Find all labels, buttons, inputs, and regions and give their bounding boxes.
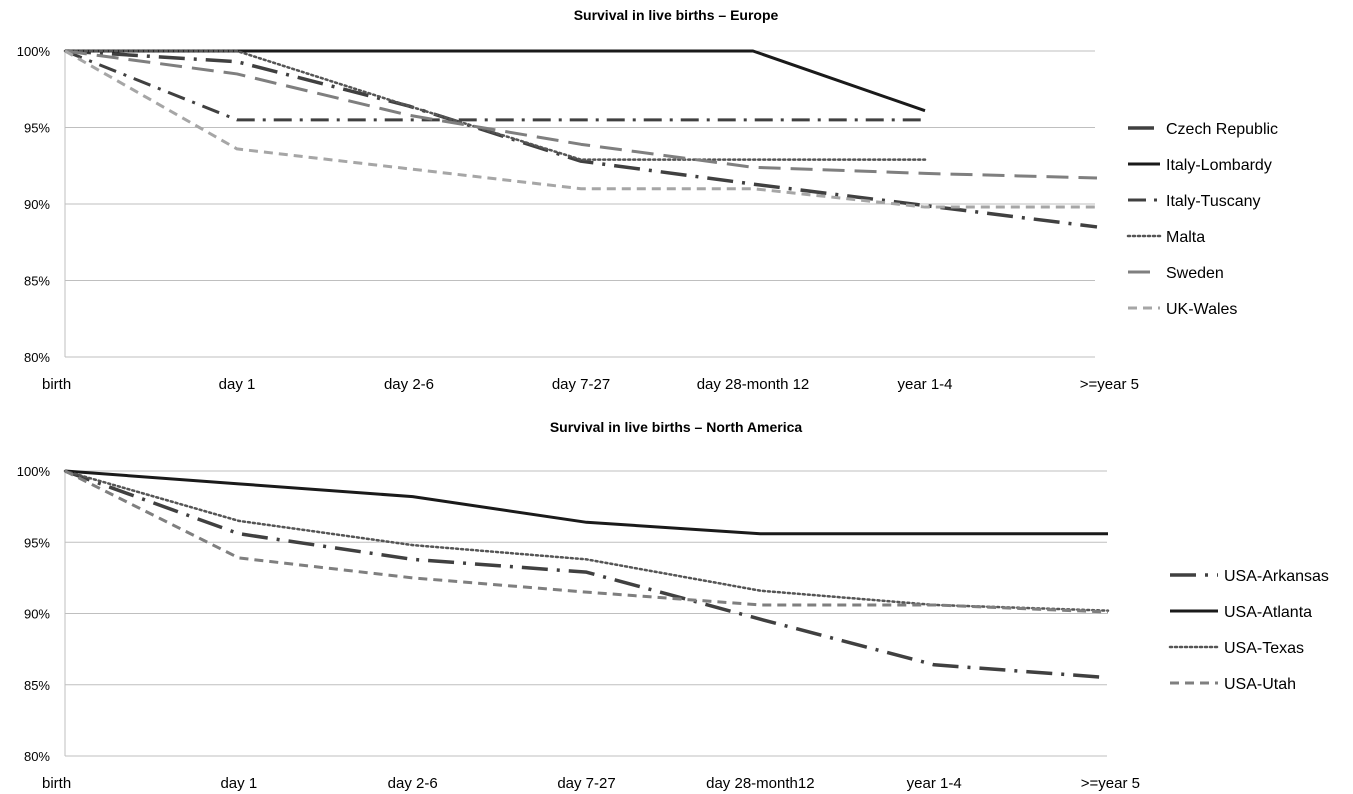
x-tick-label: day 28-month12: [706, 775, 814, 792]
y-tick-label: 95%: [24, 535, 50, 550]
legend-label: Italy-Lombardy: [1166, 157, 1272, 174]
chart-title: Survival in live births – Europe: [574, 7, 779, 23]
legend-label: UK-Wales: [1166, 301, 1237, 318]
y-tick-label: 85%: [24, 678, 50, 693]
series-line-italy-lombardy: [65, 49, 926, 113]
chart-title: Survival in live births – North America: [550, 419, 803, 435]
chart-north-america: Survival in live births – North America …: [0, 412, 1353, 794]
series-line-usa-arkansas: [64, 469, 1109, 680]
chart-north-america-svg: Survival in live births – North America …: [17, 419, 1329, 792]
series-line-czech-republic: [64, 49, 1098, 229]
x-tick-label: birth: [42, 775, 71, 792]
series-line-uk-wales: [64, 49, 1097, 209]
series-line-malta: [63, 49, 927, 161]
y-tick-label: 80%: [24, 350, 50, 365]
y-tick-label: 100%: [17, 44, 51, 59]
y-tick-label: 95%: [24, 121, 50, 136]
x-tick-label: day 2-6: [384, 376, 434, 393]
legend-label: USA-Texas: [1224, 640, 1304, 657]
series-line-usa-atlanta: [64, 469, 1108, 536]
y-tick-label: 100%: [17, 464, 51, 479]
x-tick-label: day 1: [220, 775, 257, 792]
y-tick-label: 85%: [24, 274, 50, 289]
y-tick-label: 90%: [24, 197, 50, 212]
legend-label: USA-Atlanta: [1224, 604, 1312, 621]
series-line-italy-tuscany: [64, 49, 925, 122]
legend-label: Czech Republic: [1166, 121, 1278, 138]
x-tick-label: >=year 5: [1081, 775, 1140, 792]
chart-europe-svg: Survival in live births – Europe 80% 85% 9…: [17, 7, 1278, 393]
series-line-sweden: [64, 49, 1098, 180]
legend-label: Italy-Tuscany: [1166, 193, 1261, 210]
series-line-usa-utah: [64, 469, 1109, 614]
series-line-usa-texas: [63, 469, 1110, 612]
x-tick-label: >=year 5: [1080, 376, 1139, 393]
x-tick-label: birth: [42, 376, 71, 393]
legend-label: Malta: [1166, 229, 1205, 246]
x-tick-label: day 1: [219, 376, 256, 393]
legend-label: USA-Utah: [1224, 676, 1296, 693]
chart-europe: Survival in live births – Europe 80% 85% 9…: [17, 7, 1278, 393]
x-tick-label: year 1-4: [897, 376, 952, 393]
x-tick-label: day 28-month 12: [697, 376, 810, 393]
y-tick-label: 80%: [24, 749, 50, 764]
x-tick-label: day 7-27: [552, 376, 610, 393]
legend-label: USA-Arkansas: [1224, 568, 1329, 585]
legend-label: Sweden: [1166, 265, 1224, 282]
x-tick-label: year 1-4: [907, 775, 962, 792]
x-tick-label: day 7-27: [557, 775, 615, 792]
y-tick-label: 90%: [24, 607, 50, 622]
x-tick-label: day 2-6: [388, 775, 438, 792]
